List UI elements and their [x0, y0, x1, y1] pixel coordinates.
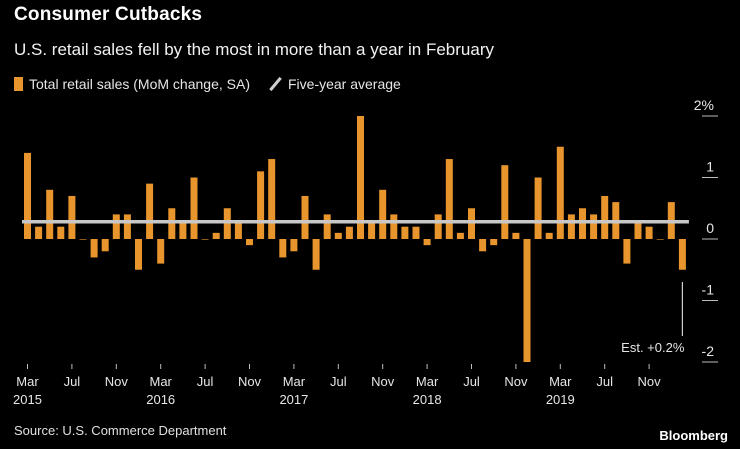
bar — [46, 189, 54, 239]
x-year-label: 2019 — [546, 392, 575, 407]
chart-subtitle: U.S. retail sales fell by the most in mo… — [14, 40, 494, 59]
x-tick-label: Mar — [283, 374, 306, 389]
bar — [623, 239, 631, 264]
bar — [146, 183, 154, 239]
chart-title: Consumer Cutbacks — [14, 4, 203, 25]
bar — [479, 239, 487, 252]
bar — [368, 220, 376, 239]
x-tick-label: Jul — [330, 374, 347, 389]
bar — [357, 116, 364, 239]
bar — [656, 239, 664, 240]
bar — [135, 239, 142, 270]
bar — [534, 177, 542, 239]
bar — [312, 239, 320, 270]
x-tick-label: Jul — [64, 374, 81, 389]
bar — [212, 232, 220, 239]
bar — [168, 208, 176, 239]
bar — [334, 232, 342, 239]
bar — [556, 146, 564, 239]
bar — [412, 226, 420, 239]
bar — [323, 214, 331, 239]
bar — [590, 214, 598, 239]
x-tick-label: Nov — [504, 374, 528, 389]
bar — [90, 239, 98, 258]
bar — [567, 214, 575, 239]
legend-bar-swatch — [14, 77, 23, 91]
bar — [57, 226, 65, 239]
bar — [523, 239, 531, 362]
y-tick-label: 1 — [706, 159, 714, 175]
bar — [68, 195, 76, 239]
bar — [35, 226, 43, 239]
x-tick-label: Mar — [416, 374, 439, 389]
bar — [290, 239, 298, 252]
bar — [79, 239, 87, 240]
x-year-label: 2017 — [279, 392, 308, 407]
bar — [545, 232, 553, 239]
bar — [601, 195, 609, 239]
x-tick-label: Jul — [197, 374, 214, 389]
y-tick-label: 0 — [706, 220, 714, 236]
y-tick-label: 2% — [694, 97, 714, 113]
bar — [223, 208, 231, 239]
x-year-label: 2015 — [13, 392, 42, 407]
legend-average-label: Five-year average — [287, 76, 401, 92]
bar — [246, 239, 253, 246]
bar — [123, 214, 131, 239]
x-tick-label: Jul — [463, 374, 480, 389]
bar — [423, 239, 431, 246]
bar — [445, 159, 453, 239]
x-year-label: 2018 — [413, 392, 442, 407]
bar — [279, 239, 287, 258]
bar — [456, 232, 464, 239]
bar — [434, 214, 442, 239]
legend-series-label: Total retail sales (MoM change, SA) — [29, 76, 250, 92]
bar — [501, 165, 509, 239]
bar — [234, 220, 242, 239]
bar — [468, 208, 475, 239]
bar — [201, 239, 209, 240]
x-tick-label: Jul — [596, 374, 613, 389]
y-tick-label: -1 — [702, 282, 715, 298]
x-year-label: 2016 — [146, 392, 175, 407]
bar — [678, 239, 686, 270]
bar — [512, 232, 520, 239]
x-tick-label: Mar — [150, 374, 173, 389]
annotation-label: Est. +0.2% — [621, 340, 685, 355]
bar — [101, 239, 109, 252]
bar — [579, 208, 586, 239]
source-note: Source: U.S. Commerce Department — [14, 423, 227, 438]
x-tick-label: Nov — [105, 374, 129, 389]
bar — [268, 159, 276, 239]
bar — [301, 195, 309, 239]
bar — [157, 239, 165, 264]
x-tick-label: Nov — [238, 374, 262, 389]
x-tick-label: Nov — [638, 374, 662, 389]
bar — [179, 220, 187, 239]
bar — [112, 214, 120, 239]
bar — [24, 152, 31, 239]
bar — [190, 177, 198, 239]
x-tick-label: Nov — [371, 374, 395, 389]
x-tick-label: Mar — [16, 374, 39, 389]
bar — [645, 226, 653, 239]
bar — [490, 239, 498, 246]
y-tick-label: -2 — [702, 343, 715, 359]
bar — [379, 189, 387, 239]
bar — [257, 171, 265, 239]
x-tick-label: Mar — [549, 374, 572, 389]
bloomberg-logo: Bloomberg — [659, 428, 728, 443]
bar — [390, 214, 398, 239]
bar — [401, 226, 409, 239]
bar — [634, 220, 642, 239]
legend: Total retail sales (MoM change, SA) Five… — [14, 76, 401, 92]
bar — [345, 226, 353, 239]
